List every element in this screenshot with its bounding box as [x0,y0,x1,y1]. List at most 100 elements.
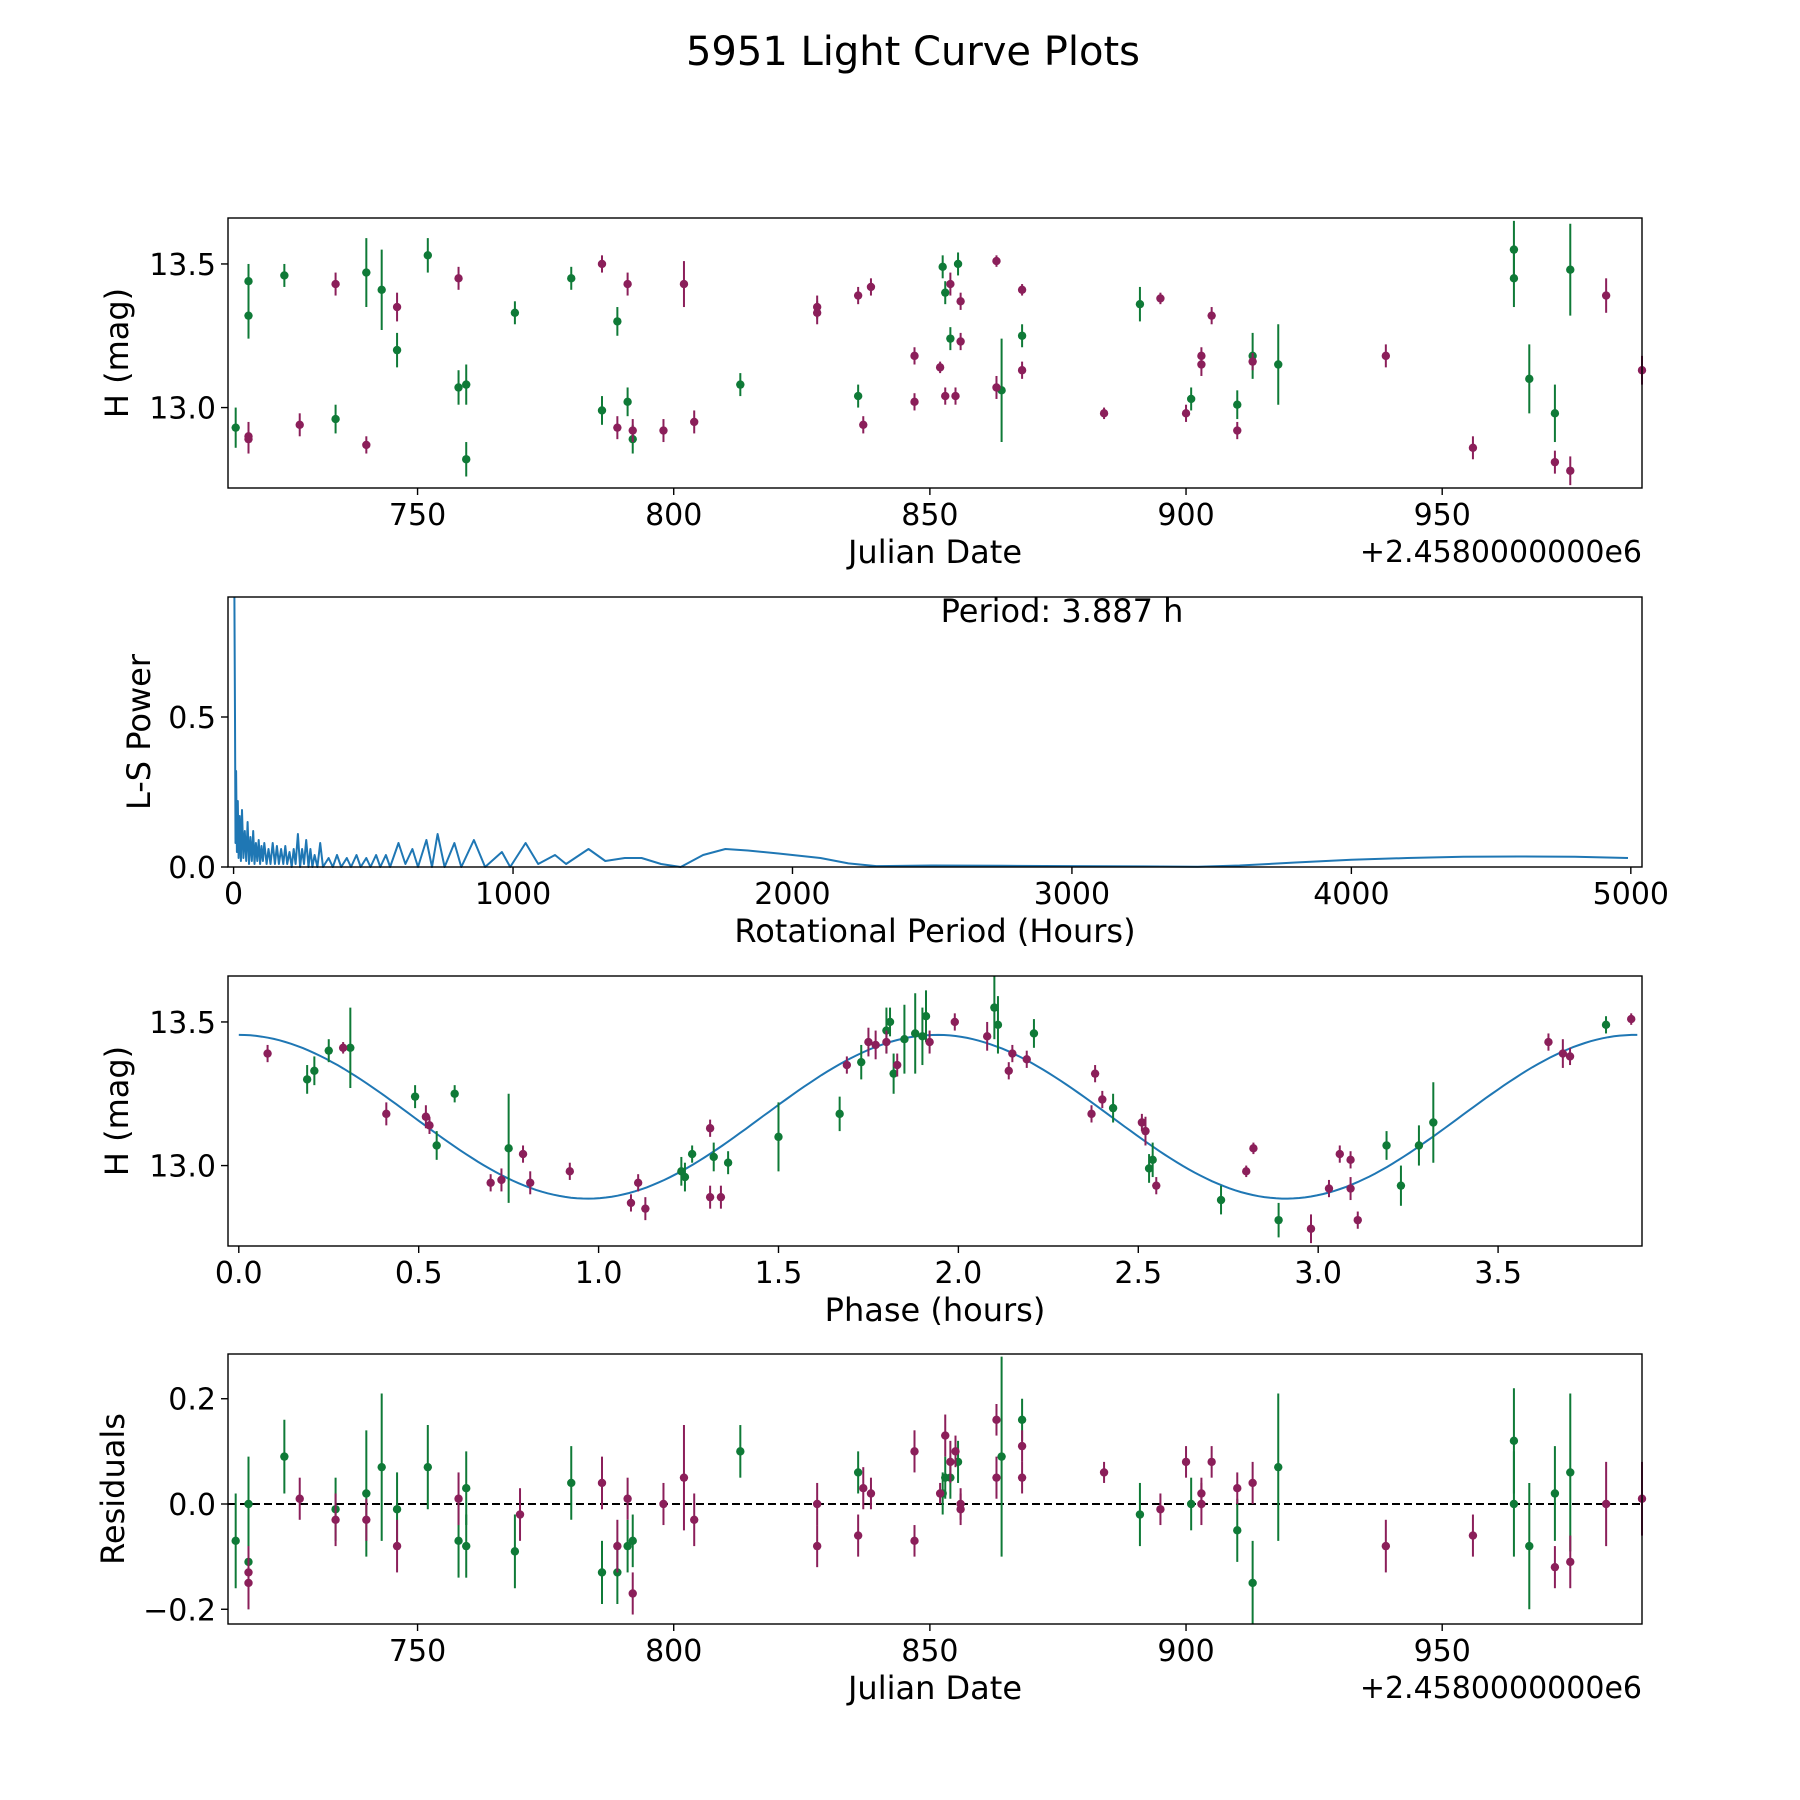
phased-point-purple [633,1178,643,1188]
periodogram-xtick-label: 2000 [754,877,830,912]
lightcurve-point-green [280,271,289,280]
residuals-point-purple [613,1541,622,1551]
phased-point-purple [626,1198,636,1208]
lightcurve-point-purple [597,259,607,269]
phased-point-purple [1353,1215,1362,1225]
phased-fit-curve [238,1033,1638,1200]
residuals-plot-area [228,1356,1647,1624]
lightcurve-offset-label: +2.4580000000e6 [1360,535,1642,570]
lightcurve-point-green [423,251,433,260]
lightcurve-point-green [946,334,955,343]
lightcurve-point-purple [1099,409,1109,418]
residuals-point-purple [910,1447,919,1456]
lightcurve-point-purple [941,391,950,401]
lightcurve-point-green [1509,245,1519,254]
residuals-point-green [377,1462,386,1472]
lightcurve-point-green [1274,360,1283,369]
lightcurve-point-purple [935,363,945,372]
phased-point-green [310,1066,319,1075]
phased-point-purple [382,1109,391,1119]
phased-point-green [1216,1195,1226,1205]
periodogram-xlabel: Rotational Period (Hours) [734,912,1135,950]
lightcurve-point-purple [812,302,822,312]
lightcurve-point-purple [1381,351,1391,361]
residuals-point-green [462,1541,471,1551]
residuals-xtick-label: 950 [1414,1634,1471,1669]
residuals-point-purple [941,1431,950,1440]
phased-point-purple [1565,1052,1575,1061]
phased-xtick-label: 1.0 [575,1256,623,1291]
residuals-point-purple [295,1494,304,1503]
lightcurve-ytick-label: 13.5 [149,248,216,283]
lightcurve-point-green [1135,299,1145,309]
lightcurve-point-green [736,380,745,389]
lightcurve-xtick-label: 950 [1414,498,1471,533]
phased-point-purple [565,1167,575,1176]
lightcurve-point-purple [910,351,919,361]
residuals-point-purple [1248,1478,1257,1488]
residuals-point-green [597,1568,607,1577]
residuals-point-green [736,1447,745,1456]
lightcurve-panel: Julian Date H (mag) +2.4580000000e6 750 8… [98,217,1647,571]
lightcurve-point-purple [690,417,699,427]
phased-point-green [1274,1215,1283,1225]
figure-title: 5951 Light Curve Plots [686,29,1140,75]
phased-xtick-label: 2.5 [1114,1256,1162,1291]
phased-point-purple [1008,1049,1017,1058]
lightcurve-point-purple [1181,409,1191,418]
phased-point-purple [864,1037,873,1047]
residuals-ytick-label: −0.2 [143,1593,216,1628]
phased-point-purple [1087,1109,1096,1119]
phased-point-green [1396,1181,1406,1190]
periodogram-plot-area [233,596,1629,868]
lightcurve-point-green [567,274,576,283]
phased-point-purple [263,1049,272,1058]
residuals-point-purple [951,1447,960,1456]
lightcurve-point-purple [853,291,863,300]
phased-point-purple [1324,1184,1334,1193]
phased-point-purple [1152,1181,1161,1190]
residuals-point-purple [1601,1499,1611,1509]
phased-ytick-label: 13.0 [149,1150,216,1185]
phased-point-purple [842,1060,852,1070]
residuals-point-green [1509,1436,1519,1446]
phased-point-green [889,1069,898,1078]
residuals-point-purple [992,1415,1001,1424]
lightcurve-xtick-label: 900 [1157,498,1214,533]
lightcurve-point-green [377,285,386,295]
phased-ylabel: H (mag) [98,1046,136,1176]
phased-point-purple [1346,1184,1355,1193]
residuals-point-purple [515,1510,525,1519]
residuals-point-green [853,1468,863,1477]
phased-point-green [1108,1103,1118,1113]
phased-point-purple [1004,1066,1013,1075]
lightcurve-point-purple [331,279,340,289]
residuals-point-purple [392,1541,402,1551]
residuals-panel: Julian Date Residuals +2.4580000000e6 75… [94,1353,1647,1707]
residuals-point-purple [1156,1505,1165,1514]
phased-point-green [1429,1118,1438,1127]
phased-xtick-label: 3.0 [1294,1256,1342,1291]
residuals-xtick-label: 750 [389,1634,446,1669]
residuals-axes-frame [227,1353,1643,1625]
residuals-point-purple [659,1499,668,1509]
residuals-point-purple [992,1473,1001,1482]
lightcurve-point-purple [951,391,960,401]
lightcurve-point-purple [1017,285,1027,295]
phased-point-green [410,1092,420,1101]
phased-point-green [885,1017,895,1027]
lightcurve-point-purple [659,426,668,435]
phased-point-purple [421,1112,431,1121]
lightcurve-point-purple [1017,366,1027,375]
lightcurve-point-green [1566,265,1575,274]
phased-axes-frame [227,975,1643,1247]
phased-point-green [324,1046,333,1055]
phased-point-purple [925,1037,934,1047]
lightcurve-point-green [362,268,371,277]
lightcurve-point-purple [1156,294,1165,303]
residuals-point-green [510,1547,520,1556]
lightcurve-xlabel: Julian Date [846,533,1022,571]
phased-xtick-label: 0.5 [395,1256,443,1291]
residuals-point-purple [331,1515,340,1524]
residuals-point-purple [454,1494,463,1503]
